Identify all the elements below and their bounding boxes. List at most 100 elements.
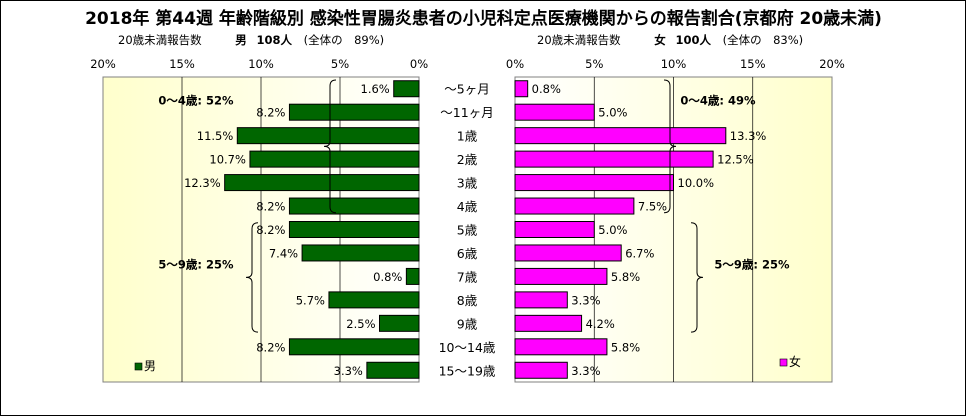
female-tick-label: 20%: [819, 57, 845, 71]
male-value-label: 12.3%: [184, 176, 221, 190]
male-value-label: 8.2%: [256, 223, 285, 237]
male-value-label: 1.6%: [361, 82, 390, 96]
category-label: 8歳: [457, 293, 478, 308]
male-value-label: 8.2%: [256, 106, 285, 120]
male-tick-label: 0%: [410, 57, 428, 71]
female-value-label: 10.0%: [678, 176, 715, 190]
male-legend-label: 男: [144, 359, 156, 373]
female-subtitle: 20歳未満報告数 女 100人 (全体の 83%): [537, 32, 803, 48]
female-share: (全体の 83%): [722, 33, 804, 47]
male-bar: [366, 361, 420, 379]
female-bar: [514, 127, 727, 145]
male-value-label: 0.8%: [373, 270, 402, 284]
male-bar: [405, 267, 420, 285]
female-value-label: 3.3%: [571, 293, 600, 307]
female-bar: [514, 197, 635, 215]
female-chart-panel: 0% 5% 10% 15% 20% 0.8% 5.0% 13.3% 12.5%10.0% 7.5%…: [506, 57, 845, 383]
category-label: ～11ヶ月: [440, 105, 493, 120]
male-value-label: 7.4%: [269, 246, 298, 260]
category-label: 10～14歳: [439, 340, 496, 355]
male-legend-swatch: [134, 362, 143, 371]
female-value-label: 5.0%: [598, 106, 627, 120]
female-name: 女: [654, 33, 666, 47]
female-note-label: 20歳未満報告数: [537, 33, 621, 47]
male-bar: [288, 338, 420, 356]
male-bar: [224, 174, 420, 192]
female-bar: [514, 338, 608, 356]
female-value-label: 5.0%: [598, 223, 627, 237]
male-value-label: 11.5%: [197, 129, 234, 143]
female-value-label: 5.8%: [611, 340, 640, 354]
male-value-label: 2.5%: [346, 317, 375, 331]
female-legend-label: 女: [789, 354, 801, 369]
male-bar: [393, 80, 420, 98]
male-annotation-0-4: 0～4歳: 52%: [158, 93, 234, 107]
female-annotation-5-9: 5～9歳: 25%: [714, 258, 790, 272]
category-label: 9歳: [457, 316, 478, 331]
male-value-label: 8.2%: [256, 340, 285, 354]
chart-title: 2018年 第44週 年齢階級別 感染性胃腸炎患者の小児科定点医療機関からの報告…: [85, 9, 882, 29]
female-value-label: 3.3%: [571, 364, 600, 378]
female-tick-label: 15%: [740, 57, 766, 71]
female-value-label: 4.2%: [586, 317, 615, 331]
category-label: 5歳: [457, 223, 478, 238]
female-annotation-0-4: 0～4歳: 49%: [680, 93, 756, 107]
female-tick-label: 5%: [585, 57, 603, 71]
male-bar: [288, 221, 420, 238]
female-value-label: 5.8%: [611, 270, 640, 284]
female-value-label: 12.5%: [717, 153, 754, 167]
male-bar: [328, 291, 420, 309]
male-value-label: 10.7%: [209, 153, 246, 167]
male-bar: [288, 197, 420, 215]
female-bar: [514, 361, 568, 379]
male-value-label: 3.3%: [334, 364, 363, 378]
male-name: 男: [235, 33, 247, 47]
category-label: 6歳: [457, 246, 478, 261]
female-value-label: 13.3%: [730, 129, 767, 143]
male-subtitle: 20歳未満報告数 男 108人 (全体の 89%): [118, 32, 384, 48]
male-value-label: 5.7%: [296, 293, 325, 307]
male-share: (全体の 89%): [303, 33, 385, 47]
female-tick-label: 0%: [506, 57, 524, 71]
male-brace-0-4: [323, 79, 337, 214]
male-value-label: 8.2%: [256, 200, 285, 214]
male-tick-label: 15%: [169, 57, 195, 71]
male-bar: [379, 314, 420, 332]
category-label: 7歳: [457, 269, 478, 284]
male-annotation-5-9: 5～9歳: 25%: [158, 258, 234, 272]
category-label: 2歳: [457, 152, 478, 167]
female-bar: [514, 80, 529, 98]
male-brace-5-9: [245, 222, 259, 333]
female-brace-5-9: [690, 222, 704, 333]
male-bar: [249, 150, 420, 168]
female-value-label: 0.8%: [532, 82, 561, 96]
female-value-label: 6.7%: [625, 246, 654, 260]
female-value-label: 7.5%: [638, 200, 667, 214]
female-bar: [514, 150, 714, 168]
male-tick-label: 10%: [248, 57, 274, 71]
category-label: 4歳: [457, 199, 478, 214]
male-tick-label: 5%: [331, 57, 349, 71]
male-bar: [288, 103, 420, 121]
male-tick-label: 20%: [90, 57, 116, 71]
male-count: 108人: [256, 33, 292, 47]
female-bar: [514, 267, 608, 285]
female-count: 100人: [675, 33, 711, 47]
male-bar: [301, 244, 420, 262]
female-bar: [514, 291, 568, 309]
category-label: 15～19歳: [439, 363, 496, 378]
female-bar: [514, 244, 622, 262]
female-bar: [514, 221, 595, 238]
male-note-label: 20歳未満報告数: [118, 33, 202, 47]
female-tick-label: 10%: [661, 57, 687, 71]
male-chart-panel: 20% 15% 10% 5% 0% 1.6% 8.2% 11.5% 10.7% 12.3% 8.2%…: [90, 57, 428, 383]
female-bar: [514, 314, 583, 332]
male-bar: [236, 127, 420, 145]
category-label: 1歳: [457, 129, 478, 144]
category-label: ～5ヶ月: [444, 82, 489, 97]
category-label: 3歳: [457, 176, 478, 191]
female-legend-swatch: [779, 358, 788, 367]
female-bar: [514, 103, 595, 121]
